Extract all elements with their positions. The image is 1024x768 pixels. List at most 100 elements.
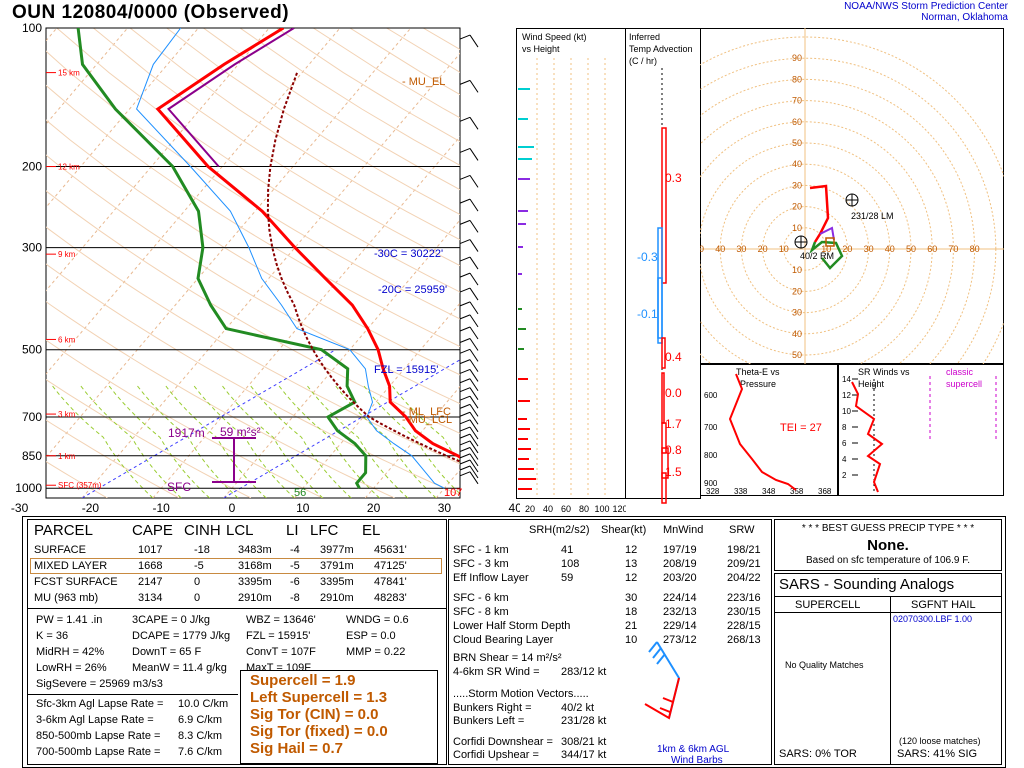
dewpoint-sfc-label: 56 (294, 487, 306, 499)
advection-panel: Inferred Temp Advection (C / hr) 0.3 -0.3… (625, 28, 701, 504)
hodo-ring-label: 50 (906, 244, 916, 254)
dry-adiabat (46, 190, 460, 434)
wind-barb-flag (459, 239, 471, 245)
precip-value: None. (867, 537, 909, 554)
thermo-value: WBZ = 13646' (246, 614, 316, 626)
precip-type-panel: * * * BEST GUESS PRECIP TYPE * * * None.… (774, 519, 1002, 571)
wind-barb-flag (459, 426, 471, 432)
barb-caption-1: 1km & 6km AGL (657, 744, 730, 755)
hodograph-trace (794, 184, 859, 270)
hodo-ring-label: 90 (792, 53, 802, 63)
supercell-label: supercell (946, 379, 982, 389)
dry-adiabat (46, 84, 460, 348)
thermo-value: DCAPE = 1779 J/kg (132, 630, 231, 642)
kin-cell: 108 (561, 558, 580, 570)
advection-value: 0.4 (665, 350, 682, 364)
hodo-ring-label: 30 (736, 244, 746, 254)
height-label: 3 km (58, 410, 76, 419)
dry-adiabat (46, 339, 323, 498)
skewt-grid (46, 28, 460, 498)
temp-tick-label: 30 (438, 501, 452, 515)
thermo-value: DownT = 65 F (132, 646, 202, 658)
parcel-cell: 2910m (320, 592, 354, 604)
parcel-cell: 0 (194, 576, 201, 588)
wind-barb (469, 465, 479, 479)
moist-adiabat (363, 385, 460, 495)
lapse-value: 8.3 C/km (178, 730, 223, 742)
wind-barb (469, 301, 479, 315)
advection-bar (661, 472, 667, 504)
rm-label: 40/2 RM (800, 251, 834, 261)
wind-speed-bar (518, 308, 522, 310)
sars-title: SARS - Sounding Analogs (779, 576, 955, 593)
hodo-ring-label: 20 (792, 202, 802, 212)
pressure-label: 1000 (15, 481, 42, 495)
wind-barb-flag (459, 326, 471, 332)
wind-speed-bar (518, 418, 527, 420)
hodo-segment-lower (809, 240, 844, 270)
minus30c-label: -30C = 30222' (374, 248, 443, 260)
height-label: 15 km (58, 69, 80, 78)
theta-p-label: 900 (704, 479, 718, 488)
wind-speed-bar (518, 458, 529, 460)
kin-cell: SFC - 3 km (453, 558, 509, 570)
skewt-profiles (76, 28, 460, 489)
wind-barb (469, 359, 479, 372)
wind-barbs-inset (644, 641, 681, 720)
moist-adiabat (222, 385, 324, 498)
sars-panel: SARS - Sounding Analogs SUPERCELL SGFNT … (774, 573, 1002, 765)
kin-cell: 21 (625, 620, 638, 632)
org-location: Norman, Oklahoma (921, 12, 1008, 23)
parcel-header-6: EL (362, 522, 381, 539)
theta-x-label: 338 (734, 487, 748, 496)
hodo-ring-label: 40 (792, 159, 802, 169)
lapse-value: 10.0 C/km (178, 698, 229, 710)
hodo-ring-label: 40 (885, 244, 895, 254)
wind-barb (469, 471, 479, 485)
wind-barb (469, 272, 479, 286)
sr-height-label: 6 (842, 439, 847, 448)
dry-adiabat (93, 28, 460, 267)
barb-caption-2: Wind Barbs (671, 755, 723, 766)
hodo-ring-label: 50 (792, 138, 802, 148)
classic-label: classic (946, 367, 974, 377)
wind-barb (469, 256, 479, 270)
severe-index: Left Supercell = 1.3 (250, 689, 388, 706)
wind-speed-bar (518, 210, 528, 212)
thermo-value: LowRH = 26% (36, 662, 107, 674)
sr-wind-label: 4-6km SR Wind = (453, 666, 540, 678)
temp-tick-label: 20 (367, 501, 381, 515)
theta-e-profile (728, 373, 797, 491)
temp-tick-label: -10 (153, 501, 171, 515)
wind-barb-flag (459, 419, 471, 425)
severe-index: Sig Tor (CIN) = 0.0 (250, 706, 379, 723)
advection-units: (C / hr) (629, 56, 657, 66)
sars-hail-match[interactable]: 02070300.LBF 1.00 (893, 614, 973, 624)
advection-bar (661, 447, 669, 479)
mixing-ratio-line (223, 359, 460, 498)
virtual-temp-line (167, 28, 295, 168)
moist-adiabat (307, 385, 409, 498)
parcel-cell: -6 (290, 576, 300, 588)
kin-cell: Eff Inflow Layer (453, 572, 529, 584)
hodo-ring-label: 20 (792, 286, 802, 296)
hodo-ring-label: 40 (715, 244, 725, 254)
wind-barb-flag (459, 314, 471, 320)
height-label: 6 km (58, 335, 76, 344)
thermo-value: 3CAPE = 0 J/kg (132, 614, 210, 626)
sr-height-label: 8 (842, 423, 847, 432)
sr-height-label: 4 (842, 455, 847, 464)
sr-subtitle: Height (858, 379, 885, 389)
hodo-ring-label: 30 (864, 244, 874, 254)
hodo-ring-label: 50 (700, 244, 704, 254)
dry-adiabat (46, 379, 252, 498)
wind-panel-subtitle: vs Height (522, 44, 560, 54)
advection-bar (661, 422, 667, 454)
severe-index: Sig Hail = 0.7 (250, 740, 343, 757)
hodo-ring-label: 20 (758, 244, 768, 254)
hodo-ring-label: 20 (842, 244, 852, 254)
parcel-cell: 3395m (238, 576, 272, 588)
theta-p-label: 800 (704, 451, 718, 460)
wind-axis-label: 60 (561, 504, 571, 514)
dry-adiabat (56, 28, 460, 293)
